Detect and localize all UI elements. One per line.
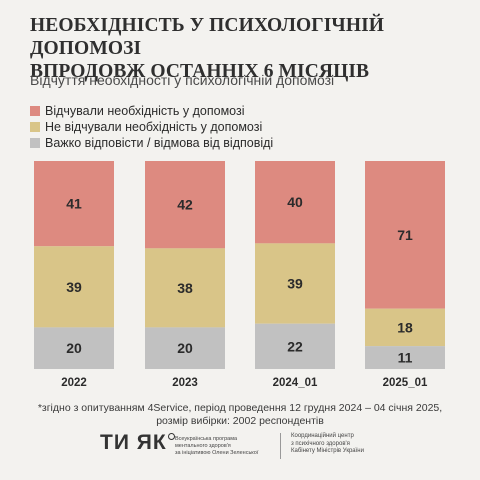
bar-felt-2023 [145, 161, 225, 249]
bar-not-felt-2023 [145, 248, 225, 328]
legend-swatch-felt [30, 106, 40, 116]
data-label-not-felt-2022: 39 [66, 279, 82, 295]
program-description: Всеукраїнська програма ментального здоро… [175, 436, 285, 456]
program-line-3: за ініціативою Олени Зеленської [175, 449, 259, 456]
x-tick-label-2025_01: 2025_01 [383, 377, 428, 389]
footnote-line-1: *згідно з опитуванням 4Service, період п… [37, 402, 443, 414]
data-label-hard-2025_01: 11 [398, 350, 413, 366]
data-label-hard-2022: 20 [66, 340, 82, 356]
footnote-line-2: розмір вибірки: 2002 респондентів [156, 415, 324, 427]
bar-hard-2024_01 [255, 323, 335, 369]
bar-not-felt-2022 [34, 246, 114, 328]
x-tick-label-2023: 2023 [172, 377, 198, 389]
bar-felt-2024_01 [255, 161, 335, 244]
legend-item-not-felt: Не відчували необхідність у допомозі [30, 119, 273, 135]
data-label-felt-2024_01: 40 [287, 194, 303, 210]
logo-text: ТИ ЯК [100, 431, 167, 454]
coordination-center-credit: Координаційний центр з психічного здоров… [291, 433, 451, 456]
coord-line-2: з психічного здоров'я [291, 440, 350, 447]
legend-item-felt: Відчували необхідність у допомозі [30, 103, 273, 119]
bar-hard-2025_01 [365, 346, 445, 369]
footnote: *згідно з опитуванням 4Service, період п… [0, 402, 480, 428]
legend-label-felt: Відчували необхідність у допомозі [45, 104, 245, 118]
legend-item-hard: Важко відповісти / відмова від відповіді [30, 135, 273, 151]
data-label-not-felt-2025_01: 18 [397, 319, 413, 335]
legend-swatch-not-felt [30, 122, 40, 132]
program-line-1: Всеукраїнська програма [175, 436, 238, 442]
bar-hard-2023 [145, 327, 225, 369]
program-line-2: ментального здоров'я [175, 442, 231, 449]
legend-label-not-felt: Не відчували необхідність у допомозі [45, 120, 263, 134]
bar-felt-2022 [34, 161, 114, 247]
bar-hard-2022 [34, 327, 114, 369]
x-tick-label-2022: 2022 [61, 377, 87, 389]
chart-title-line-1: НЕОБХІДНІСТЬ У ПСИХОЛОГІЧНІЙ ДОПОМОЗІ [30, 15, 385, 59]
data-label-felt-2025_01: 71 [397, 227, 413, 243]
chart-title: НЕОБХІДНІСТЬ У ПСИХОЛОГІЧНІЙ ДОПОМОЗІ ВП… [30, 14, 460, 83]
bar-felt-2025_01 [365, 161, 445, 309]
chart-subtitle: Відчуття необхідності у психологічній до… [30, 72, 335, 88]
logo-ring-icon [167, 433, 175, 440]
coord-line-3: Кабінету Міністрів України [291, 448, 364, 454]
chart-title-line-2: ВПРОДОВЖ ОСТАННІХ 6 МІСЯЦІВ [30, 61, 370, 82]
data-label-not-felt-2023: 38 [177, 280, 193, 296]
footer-divider [280, 433, 281, 459]
legend-label-hard: Важко відповісти / відмова від відповіді [45, 136, 274, 150]
coord-line-1: Координаційний центр [291, 433, 354, 439]
data-label-hard-2024_01: 22 [287, 338, 303, 354]
chart-legend: Відчували необхідність у допомозі Не від… [30, 103, 273, 151]
ti-yak-logo: ТИ ЯК [100, 431, 175, 455]
data-label-felt-2022: 41 [66, 196, 82, 212]
stacked-bar-chart: 41 39 20 2022 42 38 20 2023 40 39 22 2024_01 71 18 11 2… [34, 161, 445, 389]
data-label-not-felt-2024_01: 39 [287, 276, 303, 292]
legend-swatch-hard [30, 138, 40, 148]
bar-not-felt-2024_01 [255, 243, 335, 324]
x-tick-label-2024_01: 2024_01 [273, 377, 318, 389]
data-label-felt-2023: 42 [177, 197, 193, 213]
bar-not-felt-2025_01 [365, 308, 445, 347]
data-label-hard-2023: 20 [177, 340, 193, 356]
